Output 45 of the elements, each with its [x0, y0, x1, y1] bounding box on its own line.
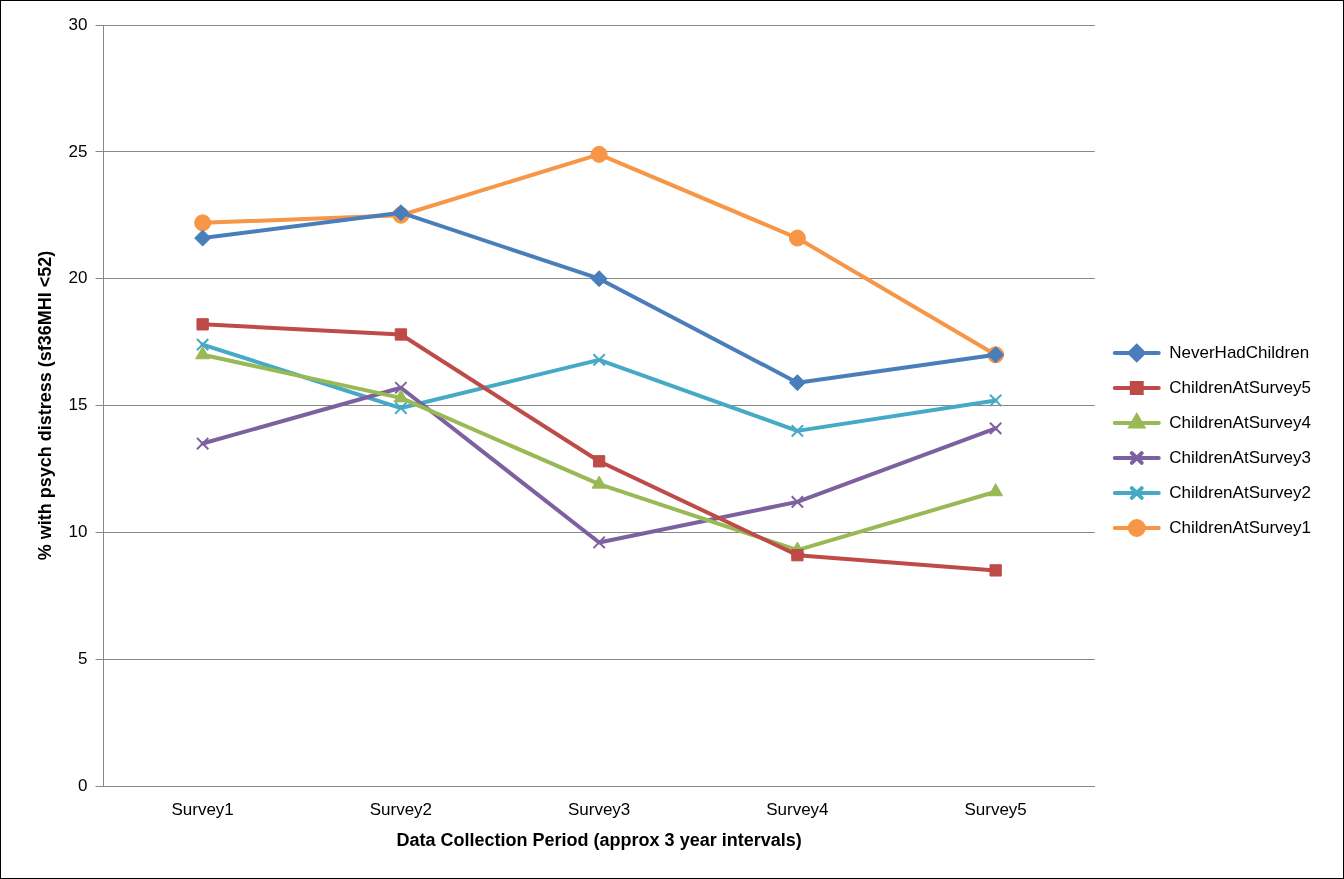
point	[591, 475, 607, 489]
point	[195, 436, 210, 451]
point	[592, 535, 606, 550]
point	[394, 381, 408, 395]
point	[194, 214, 212, 232]
point	[988, 483, 1004, 497]
y-tick-label: 10	[68, 522, 88, 542]
legend-label: ChildrenAtSurvey2	[1169, 482, 1312, 502]
point	[788, 374, 806, 392]
x-axis-title: Data Collection Period (approx 3 year intervals)	[396, 830, 802, 851]
point	[988, 393, 1003, 408]
y-tick-label: 5	[78, 648, 88, 668]
legend-label: NeverHadChildren	[1169, 342, 1310, 362]
point	[790, 495, 805, 509]
point	[194, 229, 212, 247]
y-tick-label: 20	[68, 268, 88, 288]
legend-label: ChildrenAtSurvey5	[1169, 377, 1312, 397]
x-tick-label: Survey1	[171, 799, 234, 819]
legend-label: ChildrenAtSurvey1	[1169, 517, 1312, 537]
point	[590, 270, 608, 288]
y-tick-label: 0	[78, 775, 88, 795]
y-tick-label: 30	[68, 14, 88, 34]
x-tick-label: Survey4	[766, 799, 829, 819]
legend-label: ChildrenAtSurvey4	[1169, 412, 1312, 432]
y-tick-label: 15	[68, 395, 88, 415]
point	[196, 318, 209, 331]
point	[394, 401, 408, 415]
x-tick-label: Survey2	[369, 799, 433, 819]
point	[592, 455, 606, 468]
y-tick-label: 25	[68, 141, 88, 161]
point	[195, 337, 210, 352]
point	[988, 421, 1003, 435]
legend-label: ChildrenAtSurvey3	[1169, 447, 1312, 467]
point	[788, 229, 806, 247]
y-axis-title: % with psych distress (sf36MHI <52)	[34, 250, 55, 561]
point	[590, 145, 608, 163]
point	[791, 549, 804, 562]
point	[393, 389, 409, 403]
point	[394, 328, 408, 341]
x-tick-label: Survey5	[964, 799, 1027, 819]
point	[790, 424, 805, 438]
point	[592, 353, 606, 367]
point	[989, 564, 1002, 577]
x-tick-label: Survey3	[567, 799, 631, 819]
point	[195, 346, 211, 360]
